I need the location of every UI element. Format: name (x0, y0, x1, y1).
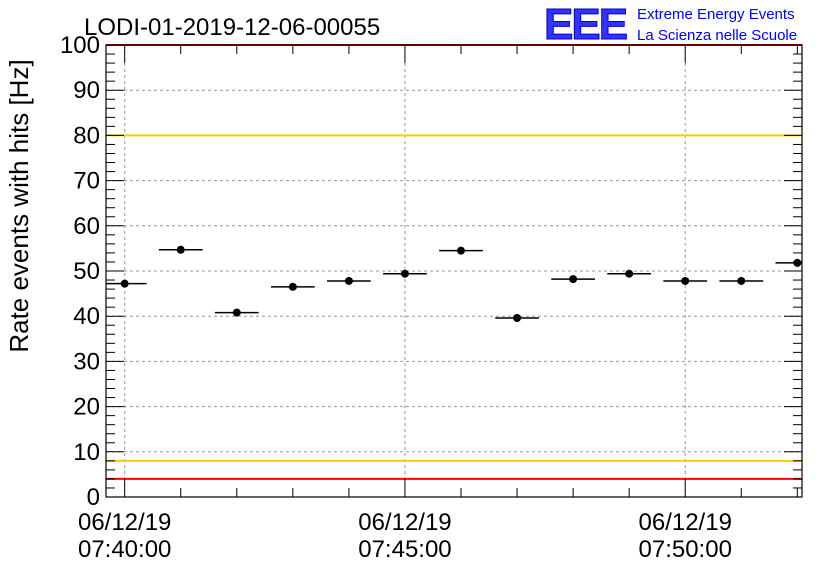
data-point (569, 275, 578, 284)
y-axis-label: Rate events with hits [Hz] (4, 59, 34, 352)
y-tick-label: 0 (87, 484, 100, 511)
axes (105, 44, 803, 498)
chart-title: LODI-01-2019-12-06-00055 (84, 14, 380, 41)
data-point (288, 282, 297, 291)
data-point (344, 276, 353, 285)
x-tick-label-time: 07:50:00 (639, 536, 732, 563)
x-tick-label-time: 07:40:00 (78, 536, 171, 563)
y-tick-label: 80 (73, 122, 100, 149)
y-tick-label: 40 (73, 303, 100, 330)
brand-line-2: La Scienza nelle Scuole (637, 27, 797, 44)
y-tick-label: 60 (73, 213, 100, 240)
data-point (232, 308, 241, 317)
data-point (457, 246, 466, 255)
data-point (176, 245, 185, 254)
x-tick-label-time: 07:45:00 (358, 536, 451, 563)
y-tick-labels: 0 10 20 30 40 50 60 70 80 90 100 (60, 32, 100, 511)
brand-logo: EEE Extreme Energy Events La Scienza nel… (544, 0, 798, 50)
data-point (737, 276, 746, 285)
y-tick-label: 100 (60, 32, 100, 59)
brand-line-1: Extreme Energy Events (637, 6, 795, 23)
data-point (793, 258, 802, 267)
y-tick-label: 70 (73, 168, 100, 195)
x-tick-label-date: 06/12/19 (78, 509, 171, 536)
data-point (625, 269, 634, 278)
data-point (681, 276, 690, 285)
data-point (513, 314, 522, 323)
data-point (400, 269, 409, 278)
y-tick-label: 30 (73, 348, 100, 375)
x-tick-labels: 06/12/1907:40:0006/12/1907:45:0006/12/19… (78, 509, 732, 563)
y-tick-label: 10 (73, 439, 100, 466)
x-tick-label-date: 06/12/19 (358, 509, 451, 536)
y-tick-label: 20 (73, 394, 100, 421)
data-series (106, 245, 802, 323)
y-tick-label: 90 (73, 77, 100, 104)
x-tick-label-date: 06/12/19 (639, 509, 732, 536)
grid (106, 45, 802, 497)
reference-lines (106, 44, 802, 480)
y-tick-label: 50 (73, 258, 100, 285)
data-point (120, 279, 129, 288)
eee-logo: EEE (544, 0, 627, 49)
